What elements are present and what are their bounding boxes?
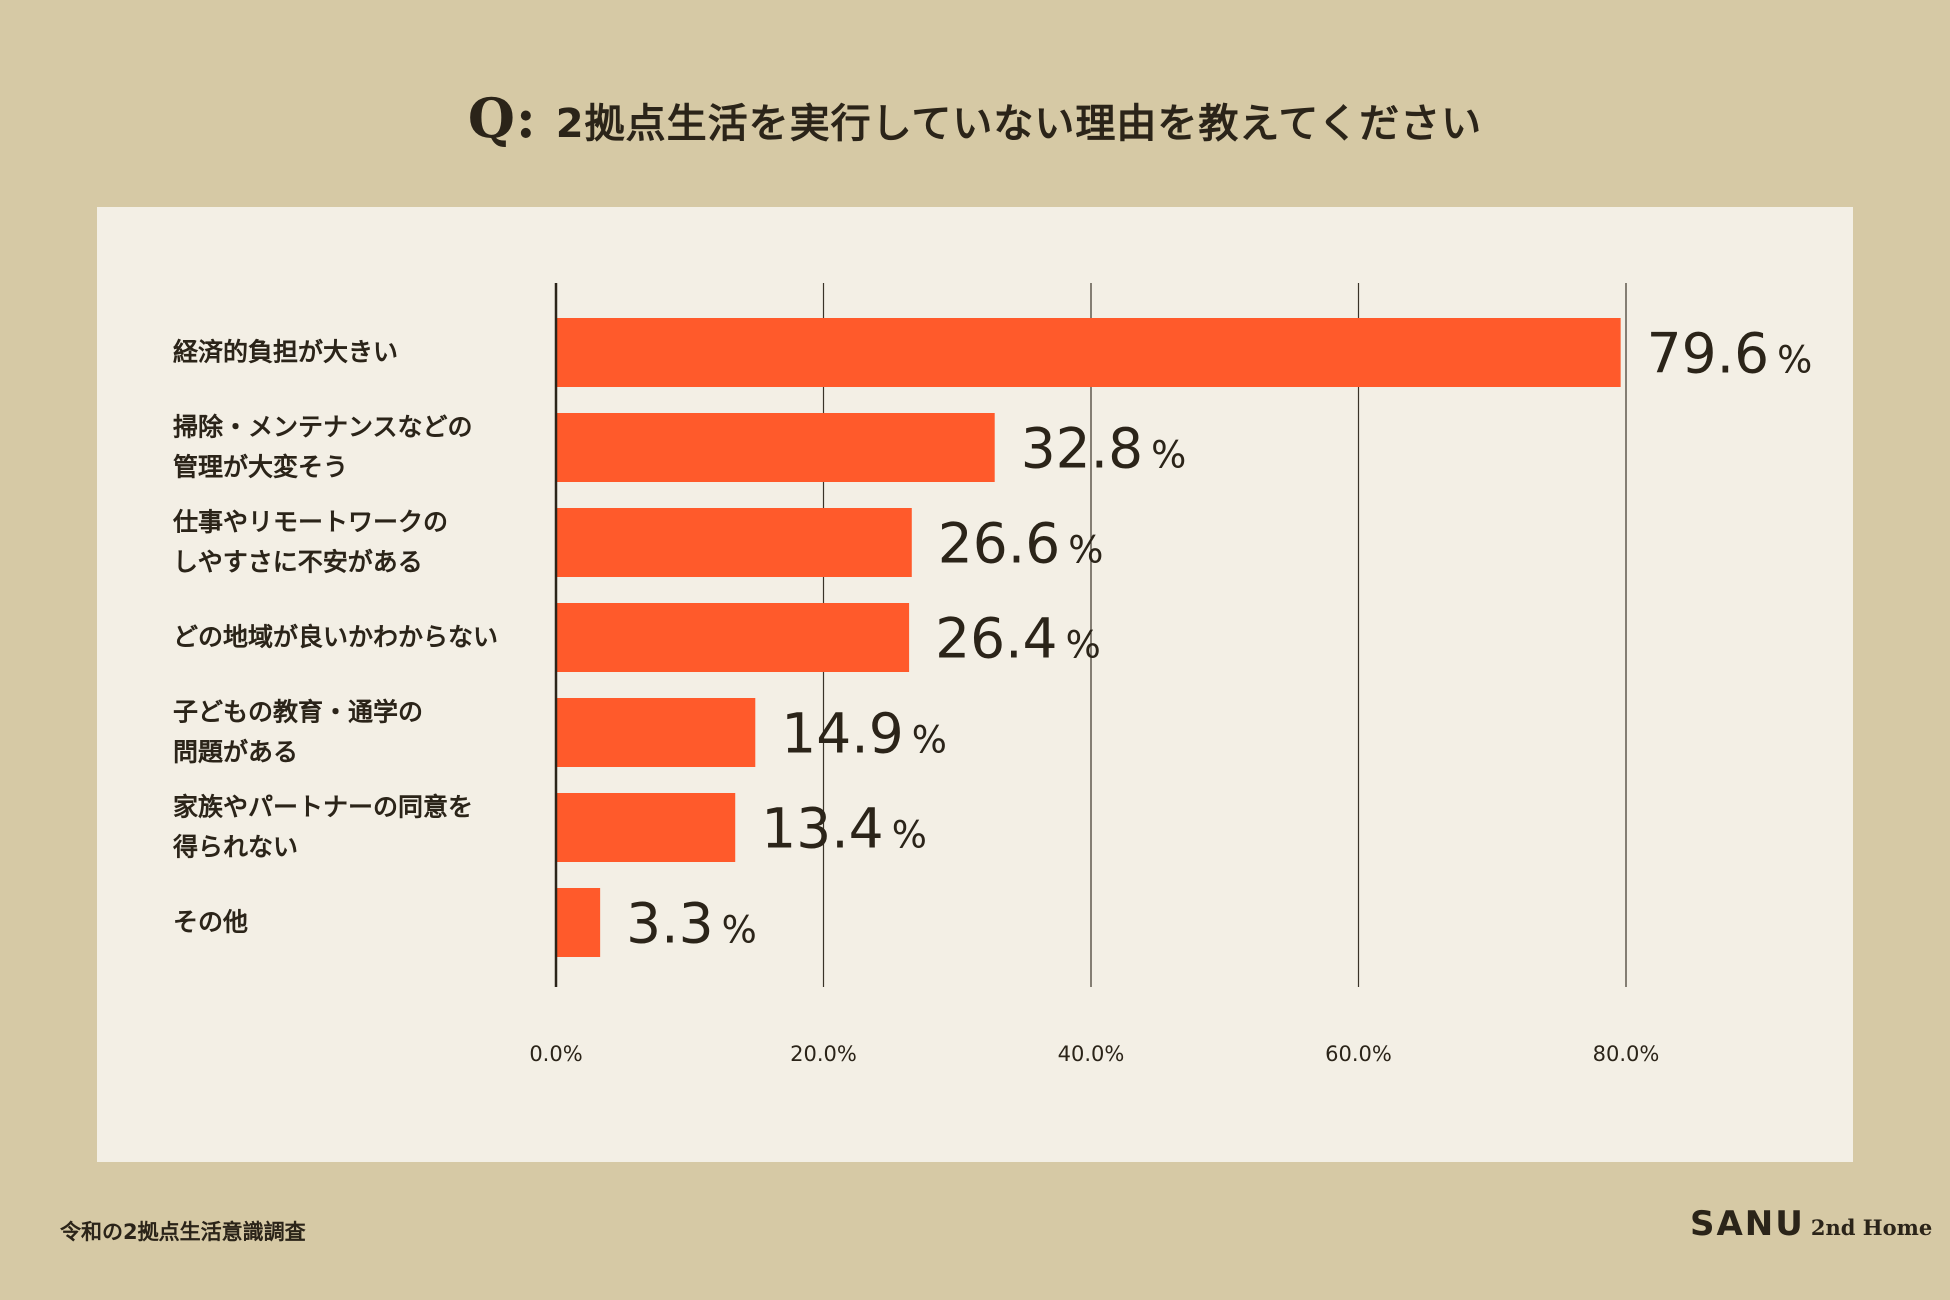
data-label-unit: % (1066, 624, 1101, 667)
data-label: 14.9% (781, 702, 947, 766)
category-label: 問題がある (173, 738, 298, 767)
x-tick-label: 0.0% (529, 1042, 582, 1066)
data-label-unit: % (722, 909, 757, 952)
data-label-unit: % (1068, 529, 1103, 572)
bar (556, 698, 756, 767)
category-label: 子どもの教育・通学の (173, 698, 423, 727)
data-label: 32.8% (1021, 417, 1187, 481)
brand-name: SANU (1690, 1204, 1805, 1244)
question-text: 2拠点生活を実行していない理由を教えてください (555, 101, 1483, 147)
data-label: 79.6% (1647, 322, 1813, 386)
data-label-value: 26.6 (938, 512, 1060, 576)
chart-title: Q: 2拠点生活を実行していない理由を教えてください (0, 86, 1950, 150)
data-label-value: 32.8 (1021, 417, 1143, 481)
question-mark-label: Q: (467, 86, 537, 150)
brand-logo: SANU 2nd Home (1690, 1204, 1932, 1244)
bar (556, 318, 1621, 387)
data-label-value: 14.9 (781, 702, 903, 766)
data-label: 26.4% (935, 607, 1101, 671)
category-label: 仕事やリモートワークの (172, 508, 448, 537)
data-label: 3.3% (626, 892, 757, 956)
bar (556, 888, 601, 957)
data-label-unit: % (892, 814, 927, 857)
category-label: 掃除・メンテナンスなどの (173, 413, 473, 442)
category-label: しやすさに不安がある (173, 548, 423, 577)
category-label: どの地域が良いかわからない (173, 623, 498, 652)
data-label-value: 3.3 (626, 892, 713, 956)
category-label: 得られない (172, 833, 298, 862)
bar-chart: 0.0% 20.0% 40.0% 60.0% 80.0% 経済的負担が大きい 79.6 % 掃除… (172, 283, 1813, 1066)
data-label: 13.4% (761, 797, 927, 861)
x-tick-label: 40.0% (1058, 1042, 1125, 1066)
x-tick-label: 60.0% (1325, 1042, 1392, 1066)
data-label-unit: % (1777, 339, 1812, 382)
chart-panel: 0.0% 20.0% 40.0% 60.0% 80.0% 経済的負担が大きい 79.6% 掃除… (97, 207, 1853, 1162)
data-label-unit: % (1151, 434, 1186, 477)
category-label: その他 (173, 908, 248, 937)
data-label-value: 26.4 (935, 607, 1057, 671)
category-label: 管理が大変そう (173, 453, 348, 482)
bar (556, 508, 912, 577)
x-tick-label: 20.0% (790, 1042, 857, 1066)
data-label-value: 13.4 (761, 797, 883, 861)
category-label: 経済的負担が大きい (173, 338, 398, 367)
bar (556, 413, 995, 482)
data-label-unit: % (912, 719, 947, 762)
survey-source-label: 令和の2拠点生活意識調査 (60, 1220, 306, 1244)
brand-tagline: 2nd Home (1810, 1215, 1933, 1240)
data-label: 26.6% (938, 512, 1104, 576)
x-tick-label: 80.0% (1593, 1042, 1660, 1066)
category-label: 家族やパートナーの同意を (173, 793, 473, 822)
bar (556, 793, 736, 862)
data-label-value: 79.6 (1647, 322, 1769, 386)
bar (556, 603, 910, 672)
